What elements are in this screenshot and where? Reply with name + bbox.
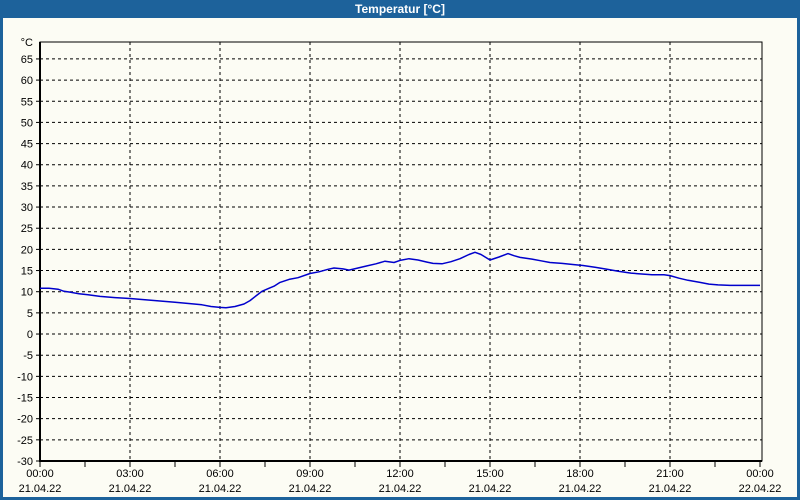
x-axis-time-label: 03:00 [116,468,144,480]
chart-area: 65 60 55 50 45 40 35 30 25 20 15 10 5 0 -5 -10 -15 -20 -25… [3,18,797,497]
y-axis-label: -20 [17,414,33,426]
x-axis-date-label: 21.04.22 [19,483,62,495]
y-axis-label: 10 [21,287,33,299]
y-axis-label: 25 [21,223,33,235]
y-axis-label: 20 [21,244,33,256]
x-axis-time-label: 18:00 [566,468,594,480]
x-axis-time-label: 06:00 [206,468,234,480]
x-axis-time-label: 09:00 [296,468,324,480]
y-axis-label: 5 [27,308,33,320]
y-axis-label: 65 [21,54,33,66]
chart-svg: 65605550454035302520151050-5-10-15-20-25… [17,37,782,495]
x-axis-date-label: 21.04.22 [559,483,602,495]
y-axis-label: 30 [21,202,33,214]
temperature-curve [40,251,760,309]
window-title: Temperatur [°C] [355,2,445,16]
y-axis-label: 0 [27,329,33,341]
y-axis-label: 15 [21,266,33,278]
title-bar[interactable]: Temperatur [°C] [0,0,800,18]
x-axis-time-label: 12:00 [386,468,414,480]
x-axis-time-label: 00:00 [26,468,54,480]
y-axis-label: 40 [21,160,33,172]
x-axis-date-label: 21.04.22 [469,483,512,495]
y-axis-label: -15 [17,393,33,405]
y-axis-label: -5 [23,350,33,362]
y-axis-label: 45 [21,139,33,151]
y-axis-label: -30 [17,456,33,468]
x-axis-date-label: 21.04.22 [649,483,692,495]
y-axis-label: 50 [21,117,33,129]
y-axis-label: 35 [21,181,33,193]
y-axis-label: -10 [17,371,33,383]
y-axis-label: 55 [21,96,33,108]
x-axis-time-label: 15:00 [476,468,504,480]
plot-border [39,41,763,462]
x-axis-date-label: 21.04.22 [289,483,332,495]
y-axis-label: 60 [21,75,33,87]
y-axis-unit-label: °C [21,37,33,49]
x-axis-date-label: 21.04.22 [379,483,422,495]
x-axis-time-label: 00:00 [746,468,774,480]
x-axis-date-label: 21.04.22 [109,483,152,495]
x-axis-time-label: 21:00 [656,468,684,480]
y-axis-label: -25 [17,435,33,447]
x-axis-date-label: 22.04.22 [739,483,782,495]
x-axis-date-label: 21.04.22 [199,483,242,495]
